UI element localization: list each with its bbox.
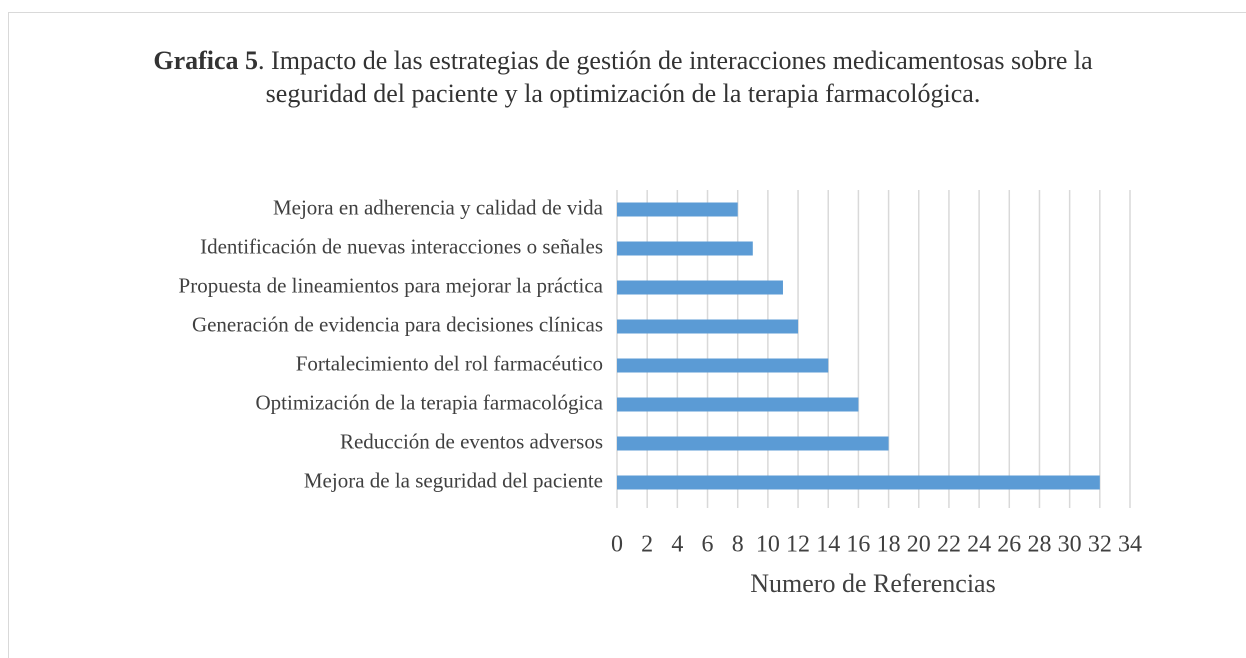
x-axis-label: Numero de Referencias xyxy=(750,569,995,598)
y-tick-label: Mejora de la seguridad del paciente xyxy=(304,468,603,492)
y-tick-label: Reducción de eventos adversos xyxy=(340,429,603,453)
y-tick-label: Propuesta de lineamientos para mejorar l… xyxy=(179,273,604,297)
y-tick-label: Identificación de nuevas interacciones o… xyxy=(200,234,603,258)
x-tick-label: 2 xyxy=(641,532,653,558)
y-tick-label: Mejora en adherencia y calidad de vida xyxy=(273,195,604,219)
x-tick-label: 30 xyxy=(1058,532,1082,558)
bar xyxy=(617,397,859,412)
x-tick-label: 20 xyxy=(907,532,931,558)
title-text: . Impacto de las estrategias de gestión … xyxy=(258,46,1093,108)
title-label: Grafica 5 xyxy=(153,46,259,75)
x-tick-label: 12 xyxy=(786,532,810,558)
x-tick-label: 10 xyxy=(756,532,780,558)
x-tick-label: 24 xyxy=(967,532,991,558)
chart-title: Grafica 5. Impacto de las estrategias de… xyxy=(150,44,1096,110)
x-tick-label: 8 xyxy=(732,532,744,558)
y-tick-label: Fortalecimiento del rol farmacéutico xyxy=(296,351,603,375)
x-tick-label: 28 xyxy=(1027,532,1051,558)
bar xyxy=(617,241,753,256)
bar xyxy=(617,280,783,295)
x-tick-label: 6 xyxy=(702,532,714,558)
bar xyxy=(617,436,889,451)
y-tick-label: Optimización de la terapia farmacológica xyxy=(256,390,604,414)
chart-frame xyxy=(8,12,1246,658)
x-tick-label: 22 xyxy=(937,532,961,558)
x-tick-label: 4 xyxy=(671,532,683,558)
x-tick-label: 32 xyxy=(1088,532,1112,558)
x-tick-label: 16 xyxy=(846,532,870,558)
x-tick-label: 14 xyxy=(816,532,840,558)
bar xyxy=(617,358,829,373)
bar xyxy=(617,202,738,217)
x-tick-label: 0 xyxy=(611,532,623,558)
x-tick-label: 18 xyxy=(877,532,901,558)
y-tick-label: Generación de evidencia para decisiones … xyxy=(192,312,603,336)
bar xyxy=(617,319,799,334)
x-tick-label: 26 xyxy=(997,532,1021,558)
x-tick-label: 34 xyxy=(1118,532,1142,558)
bar xyxy=(617,475,1100,490)
